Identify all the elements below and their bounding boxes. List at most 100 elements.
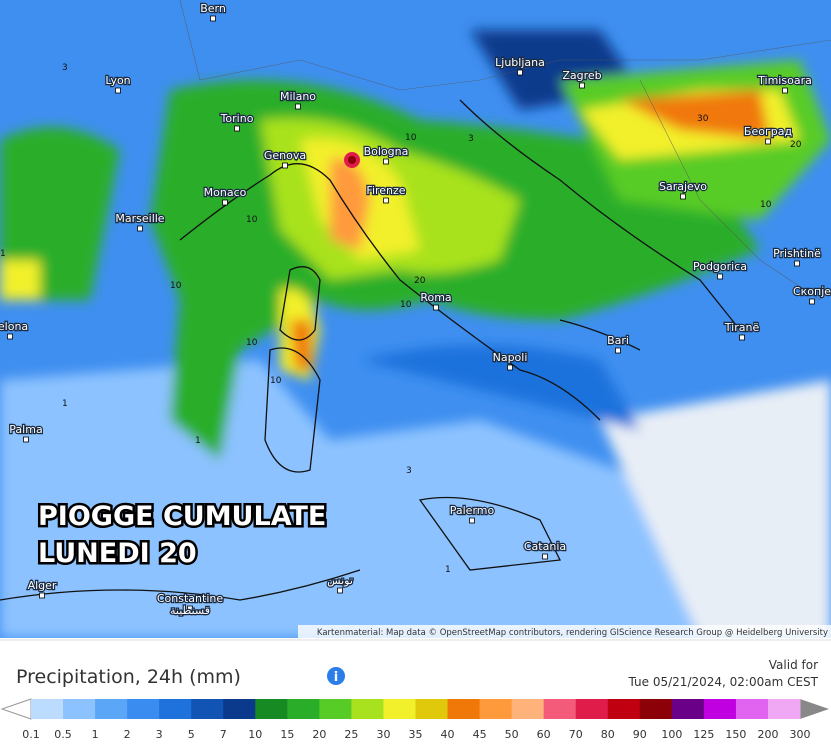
legend-tick-label: 0.5 (54, 728, 72, 741)
city-label: Constantine (157, 592, 223, 605)
legend-tick-label: 70 (569, 728, 583, 741)
legend-tick-label: 35 (409, 728, 423, 741)
contour-label: 10 (170, 281, 182, 291)
legend-swatch (319, 699, 352, 719)
legend-title: Precipitation, 24h (mm) (16, 666, 241, 688)
city-dot (809, 298, 815, 305)
city-dot (579, 82, 585, 89)
legend-tick-label: 90 (633, 728, 647, 741)
city-label: Genova (264, 149, 306, 162)
legend-arrow-high (800, 699, 829, 719)
city-label: celona (0, 320, 28, 333)
info-glyph: i (334, 670, 338, 685)
map: Bern Lyon Milano Torino Genova Bologna Monaco F… (0, 0, 831, 638)
legend-tick-label: 5 (188, 728, 195, 741)
valid-time: Tue 05/21/2024, 02:00am CEST (628, 675, 819, 689)
city-dot (210, 15, 216, 22)
contour-label: 3 (406, 466, 412, 476)
city-label: Podgorica (693, 260, 747, 273)
city-label: Tiranë (724, 321, 760, 334)
legend-tick-label: 45 (473, 728, 487, 741)
city-label: Palma (9, 423, 42, 436)
city-dot (433, 304, 439, 311)
legend-swatch (63, 699, 96, 719)
city-dot (680, 193, 686, 200)
city-dot (794, 260, 800, 267)
city-dot (615, 347, 621, 354)
contour-label: 1 (62, 399, 68, 409)
contour-label: 10 (405, 133, 417, 143)
contour-label: 1 (445, 565, 451, 575)
legend-tick-label: 0.1 (22, 728, 40, 741)
contour-label: 1 (195, 436, 201, 446)
legend-tick-label: 30 (376, 728, 390, 741)
city-dot (507, 364, 513, 371)
city-label: Bern (200, 2, 226, 15)
legend-tick-label: 80 (601, 728, 615, 741)
overlay-subtitle: LUNEDI 20 (38, 538, 197, 569)
legend-tick-label: 300 (790, 728, 811, 741)
legend-swatch (95, 699, 128, 719)
city-label: Prishtinë (773, 247, 821, 260)
info-icon[interactable] (327, 667, 345, 685)
legend-tick-label: 200 (757, 728, 778, 741)
city-label: Firenze (366, 184, 405, 197)
city-label: Alger (28, 579, 57, 592)
city-label: Catania (524, 540, 566, 553)
city-dot (765, 138, 771, 145)
contour-label: 3 (468, 134, 474, 144)
legend-tick-label: 1 (92, 728, 99, 741)
city-label: Milano (280, 90, 316, 103)
legend-swatch (479, 699, 513, 719)
city-dot (517, 69, 523, 76)
city-label: Bari (607, 334, 629, 347)
city-label: Marseille (115, 212, 164, 225)
city-label: Sarajevo (659, 180, 707, 193)
legend-swatch (735, 699, 769, 719)
city-label: تونس (327, 574, 353, 587)
contour-label: 20 (414, 276, 426, 286)
overlay-title: PIOGGE CUMULATE (38, 501, 326, 532)
city-label: Скопје (793, 285, 831, 298)
legend-tick-label: 125 (693, 728, 714, 741)
legend-tick-label: 40 (441, 728, 455, 741)
city-label: Lyon (105, 74, 130, 87)
city-label: Torino (220, 112, 254, 125)
legend-swatch (703, 699, 737, 719)
city-label: Roma (420, 291, 451, 304)
city-dot (782, 87, 788, 94)
city-dot (383, 197, 389, 204)
city-label: Београд (744, 125, 793, 138)
city-dot (739, 334, 745, 341)
legend-swatch (671, 699, 705, 719)
legend: Precipitation, 24h (mm) i Valid for Tue … (0, 638, 831, 752)
contour-label: 3 (62, 63, 68, 73)
legend-tick-label: 60 (537, 728, 551, 741)
legend-tick-label: 2 (124, 728, 131, 741)
legend-swatch (511, 699, 545, 719)
valid-label: Valid for (769, 658, 818, 672)
legend-swatch (287, 699, 320, 719)
contour-label: 10 (400, 300, 412, 310)
contour-label: 10 (246, 215, 258, 225)
legend-swatch (543, 699, 577, 719)
city-dot (137, 225, 143, 232)
city-dot (39, 592, 45, 599)
legend-tick-label: 20 (312, 728, 326, 741)
legend-swatch (415, 699, 449, 719)
contour-label: 20 (790, 140, 802, 150)
legend-swatch (255, 699, 288, 719)
legend-tick-label: 15 (280, 728, 294, 741)
city-dot (717, 273, 723, 280)
legend-tick-label: 10 (248, 728, 262, 741)
city-label: Bologna (364, 145, 409, 158)
city-label: Timisoara (757, 74, 812, 87)
city-label: Napoli (493, 351, 528, 364)
legend-tick-label: 25 (344, 728, 358, 741)
legend-swatch (447, 699, 481, 719)
legend-swatch (31, 699, 64, 719)
city-dot (282, 162, 288, 169)
legend-swatch (191, 699, 224, 719)
legend-tick-label: 50 (505, 728, 519, 741)
